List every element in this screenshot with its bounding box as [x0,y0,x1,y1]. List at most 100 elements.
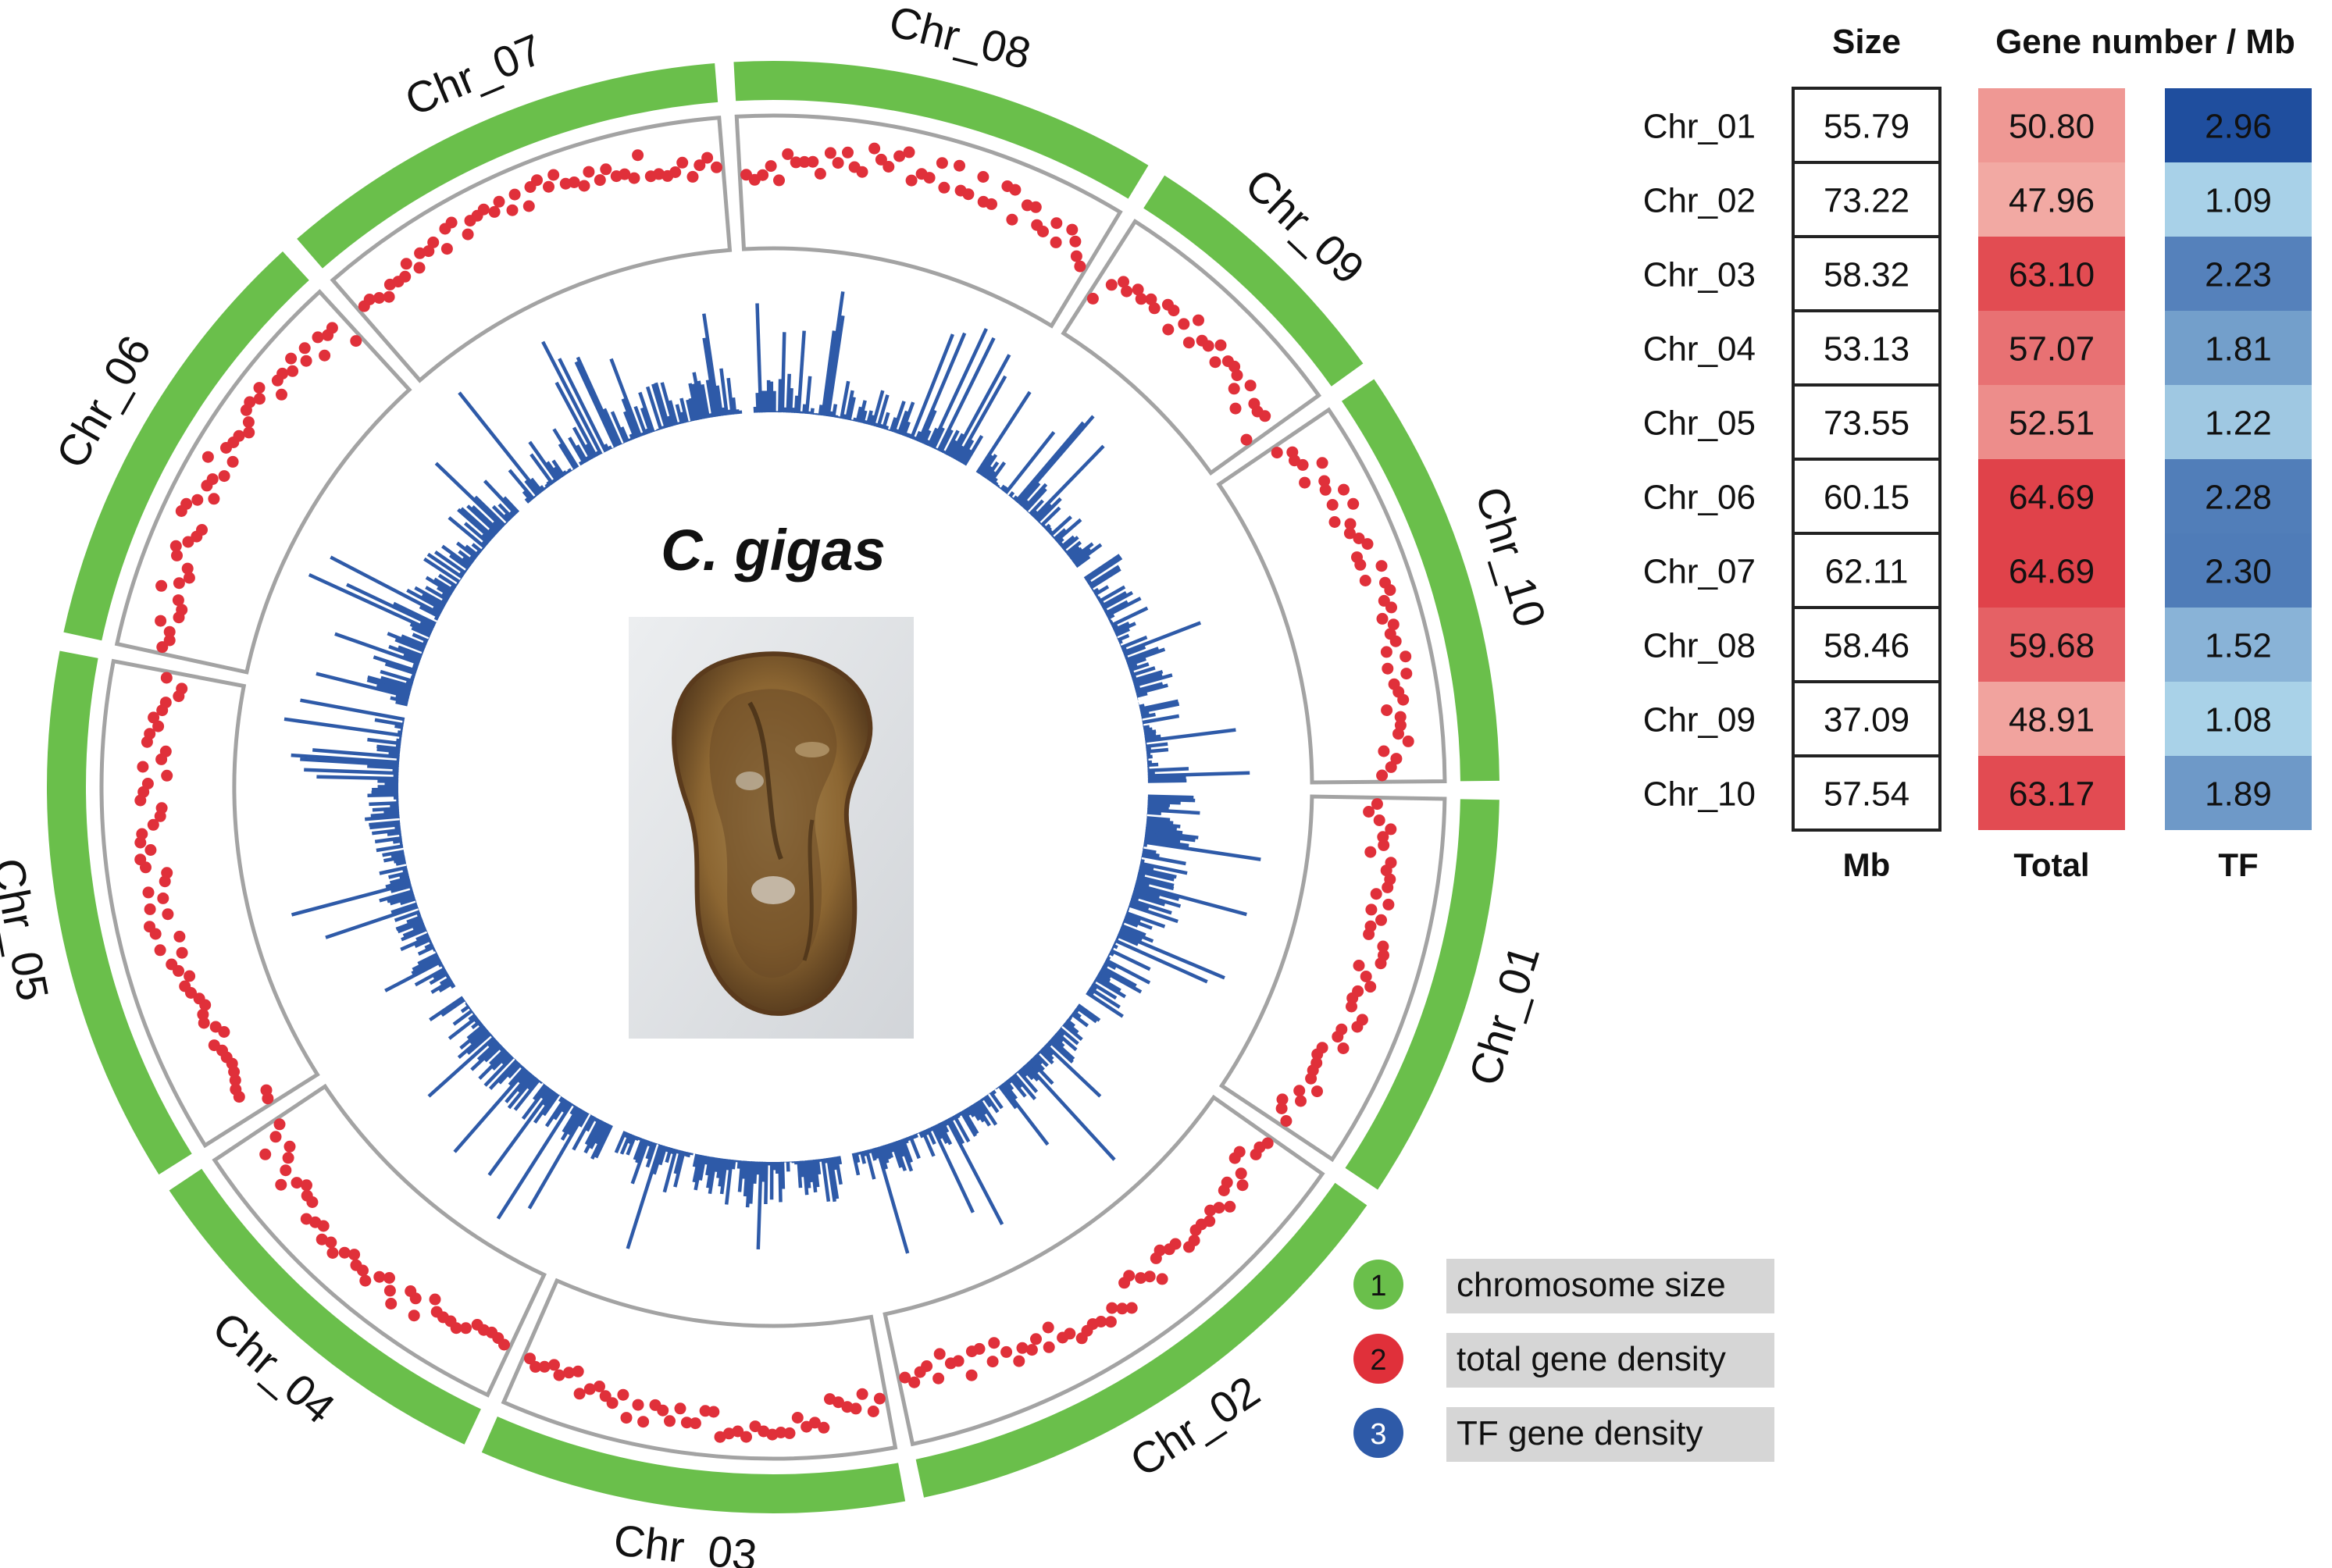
tf-density-bar [884,425,890,430]
tf-density-bar [823,1157,829,1164]
gene-density-point [632,149,644,162]
tf-density-bar [395,694,409,701]
tf-density-bar [576,444,589,463]
tf-density-bar [397,730,403,735]
tf-density-bar [1144,734,1161,740]
gene-density-point [1363,928,1375,940]
tf-density-bar [465,544,480,558]
gene-density-point [986,198,997,210]
tf-density-bar [390,884,412,893]
gene-density-point [1006,213,1018,226]
tf-density-bar [1134,882,1247,917]
tf-density-bar [387,632,426,650]
row-chr-label: Chr_01 [1643,108,1756,146]
tf-density-bar [565,470,570,475]
gene-density-point [903,146,915,159]
gene-density-point [547,169,560,181]
tf-density-bar [1067,1016,1072,1021]
gene-density-point [408,1310,420,1322]
tf-density-bar [1029,499,1044,515]
tf-density-bar [1112,622,1130,633]
gene-density-point [1365,903,1378,916]
legend-number: 1 [1370,1270,1386,1303]
gene-density-point [1382,662,1394,675]
tf-density-bar [468,1007,472,1011]
tf-density-bar [1145,829,1199,839]
gene-density-point [680,1417,693,1429]
tf-density-bar [978,1099,998,1126]
gene-density-point [144,921,155,933]
gene-density-point [399,270,412,283]
gene-density-point [740,1431,752,1443]
tf-density-bar [365,814,400,821]
gene-density-point [548,1359,560,1371]
table-footer-tf: TF [2218,846,2258,883]
tf-density-bar [389,876,410,885]
gene-density-point [1162,323,1175,336]
tf-density-bar [855,406,863,422]
tf-density-bar [982,1096,993,1108]
tf-cell [2165,756,2312,830]
tf-density-bar [865,1149,876,1180]
gene-density-point [936,157,948,169]
total-value: 64.69 [2009,553,2095,591]
species-title: C. gigas [661,518,886,583]
gene-density-point [152,720,165,732]
tf-density-bar [620,426,630,443]
gene-density-point [875,153,887,166]
gene-density-point [1204,1204,1217,1217]
tf-density-bar [1094,977,1126,999]
tf-value: 2.28 [2205,479,2272,517]
tf-density-bar [504,521,508,526]
gene-density-point [1394,711,1407,723]
tf-value: 1.08 [2205,701,2272,739]
gene-density-point [1316,457,1328,469]
tf-density-bar [985,1094,1000,1114]
table-rows: Chr_01 55.79 50.80 2.96 Chr_02 73.22 47.96 1.09… [1643,87,2312,832]
tf-density-bar [1104,960,1117,970]
tf-density-bar [1021,499,1029,508]
tf-density-bar [834,1156,843,1185]
tf-density-bar [417,952,439,966]
tf-density-bar [1143,727,1153,732]
gene-density-point [711,161,722,173]
tf-density-bar [829,1156,840,1199]
size-value: 73.22 [1824,182,1909,220]
tf-density-bar [376,744,401,751]
tf-density-bar [1073,543,1103,566]
gene-density-point [856,166,868,178]
tf-density-bar [614,1131,627,1153]
tf-density-bar [1120,635,1148,650]
tf-cell [2165,682,2312,756]
tf-density-bar [508,511,516,518]
tf-density-bar [1072,1010,1082,1019]
tf-density-bar [708,1156,718,1195]
tf-density-bar [1089,984,1098,991]
tf-density-bar [464,568,469,572]
tf-density-bar [455,582,459,586]
gene-density-point [508,188,521,201]
gene-density-point [208,1039,220,1052]
tf-density-bar [414,937,432,948]
tf-density-bar [1121,924,1146,937]
tf-density-bar [871,390,885,426]
tf-density-bar [397,920,424,934]
tf-density-bar [821,330,836,416]
gene-density-point [1148,302,1161,315]
tf-density-bar [1112,943,1118,950]
tf-density-bar [940,1121,950,1133]
tf-density-bar [1146,824,1178,832]
tf-density-bar [697,380,708,419]
gene-density-point [1381,704,1393,716]
tf-density-bar [382,850,405,857]
tf-density-bar [1128,663,1138,670]
gene-density-point [1202,340,1214,352]
tf-density-bar [1074,1007,1079,1014]
gene-density-point [1385,761,1397,773]
tf-density-bar [936,1123,949,1144]
tf-density-bar [458,391,541,495]
tf-density-bar [432,605,443,614]
gene-density-point [617,1388,629,1401]
gene-density-point [253,382,266,394]
tf-density-bar [1110,948,1151,971]
